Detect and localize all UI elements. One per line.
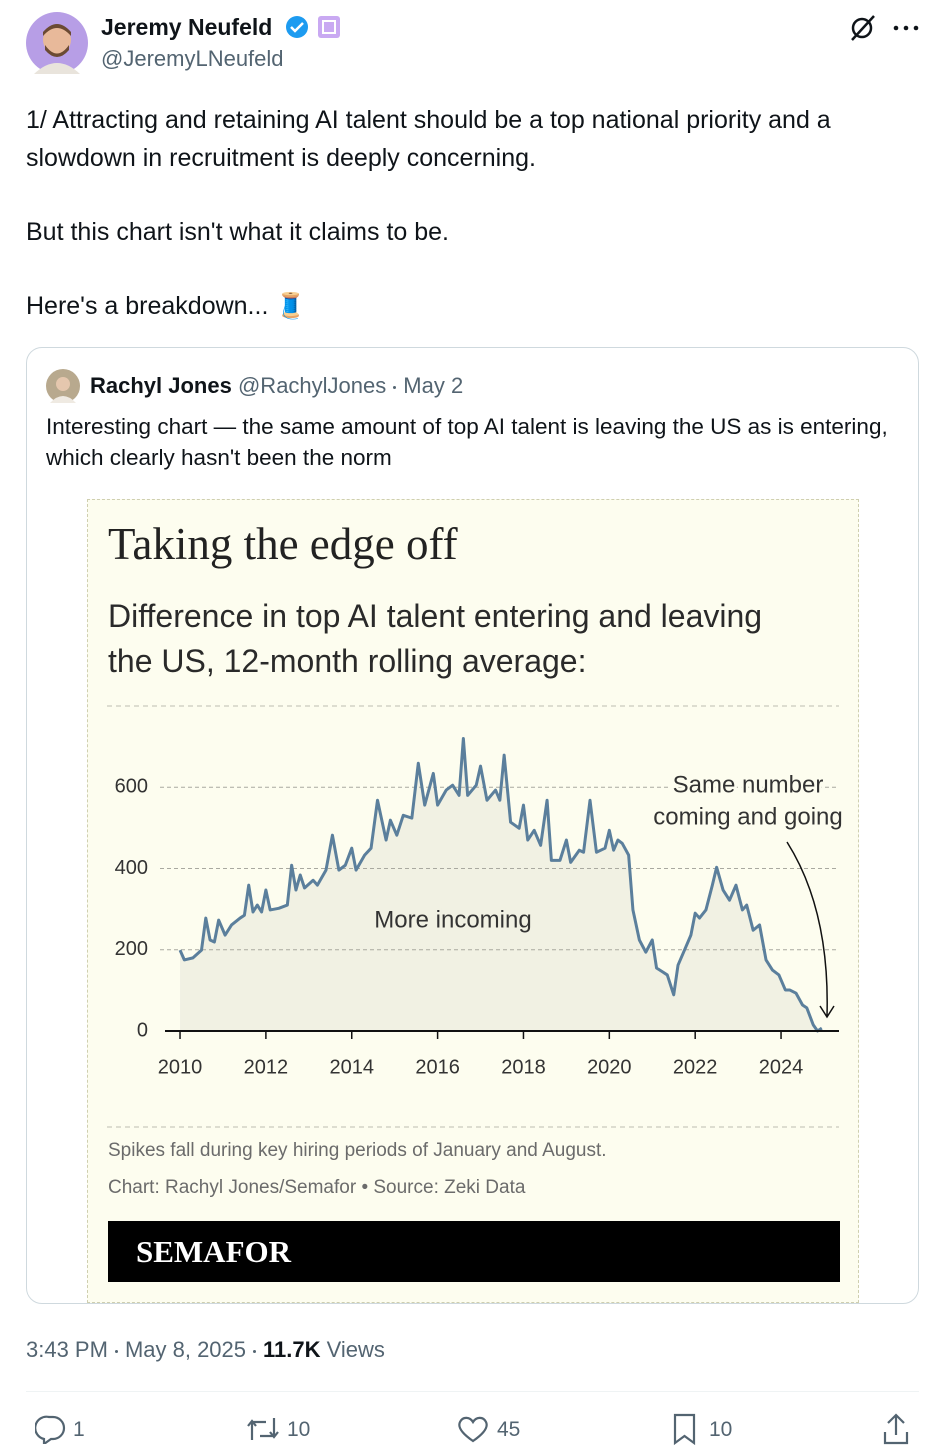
annotation-arrow [786,841,835,1019]
quote-avatar [46,369,80,403]
chart-subtitle: Difference in top AI talent entering and… [108,598,763,679]
area [180,738,822,1031]
y-tick-label: 600 [115,776,148,798]
y-tick-label: 0 [137,1019,148,1041]
tweet-text: 1/ Attracting and retaining AI talent sh… [26,101,916,361]
x-tick-label: 2012 [244,1056,289,1078]
y-tick-label: 400 [115,857,148,879]
repost-icon[interactable] [245,1414,281,1444]
like-icon[interactable] [456,1414,490,1444]
like-count: 45 [497,1418,521,1441]
x-tick-label: 2016 [415,1056,460,1078]
plot: 0 200 400 600 2010 2012 2014 2016 2018 2020 2022 20… [107,705,845,1128]
x-tick-label: 2018 [501,1056,546,1078]
x-tick-label: 2022 [673,1056,718,1078]
x-tick-label: 2010 [158,1056,203,1078]
views: 11.7K [263,1337,321,1362]
top-icons[interactable] [848,14,923,42]
annotation: Same number [673,771,824,798]
quote-header: Rachyl Jones @RachylJones May 2 [90,373,463,399]
chart: 0 200 400 600 2010 2012 2014 2016 2018 2020 2022 20… [87,499,859,1303]
y-tick-label: 200 [115,938,148,960]
share-icon[interactable] [881,1412,911,1446]
tweet-paragraph: But this chart isn't what it claims to b… [26,218,449,246]
bookmark-count: 10 [709,1418,733,1441]
quote-date: May 2 [403,373,464,398]
author-handle[interactable]: @JeremyLNeufeld [101,46,284,71]
chart-title: Taking the edge off [108,519,458,569]
views-label: Views [326,1337,385,1362]
tweet-paragraph: 1/ Attracting and retaining AI talent sh… [26,106,831,172]
x-tick-label: 2020 [587,1056,632,1078]
chart-note: Spikes fall during key hiring periods of… [108,1140,607,1161]
line [178,737,823,1033]
bookmark-icon[interactable] [671,1412,699,1446]
quote-text: Interesting chart — the same amount of t… [46,414,888,470]
annotation: coming and going [653,803,842,830]
annotation: More incoming [374,906,531,933]
reply-count: 1 [73,1418,85,1441]
quote-author-name: Rachyl Jones [90,373,232,398]
x-tick-label: 2014 [329,1056,374,1078]
repost-count: 10 [287,1418,311,1441]
timestamp: 3:43 PM May 8, 2025 11.7K Views [26,1337,385,1363]
badges [286,16,340,38]
brand-bar: SEMAFOR [108,1221,840,1282]
reply-icon[interactable] [35,1414,67,1444]
quote-box[interactable] [26,347,919,1304]
avatar[interactable] [26,12,88,74]
date[interactable]: May 8, 2025 [124,1337,247,1362]
tweet-paragraph: Here's a breakdown... 🧵 [26,292,307,320]
brand: SEMAFOR [136,1234,291,1269]
divider [26,1391,919,1392]
quote-author-handle: @RachylJones [237,373,387,398]
author-name[interactable]: Jeremy Neufeld [101,14,273,40]
chart-credit: Chart: Rachyl Jones/Semafor • Source: Ze… [108,1177,526,1198]
x-tick-label: 2024 [759,1056,804,1078]
time[interactable]: 3:43 PM [26,1337,108,1362]
